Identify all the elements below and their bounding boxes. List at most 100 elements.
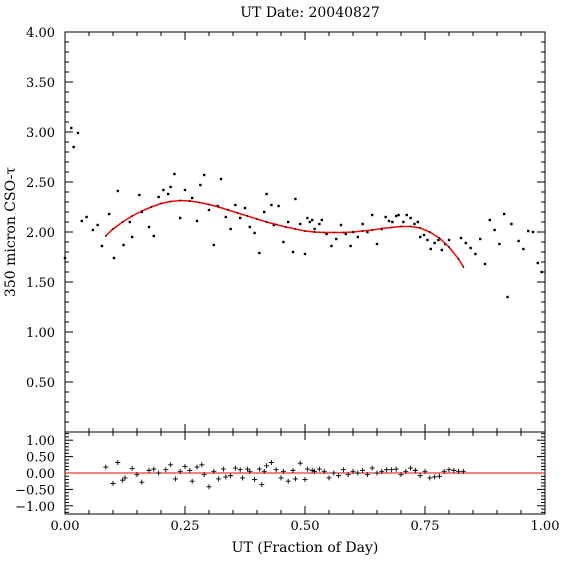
fit-point (438, 237, 441, 239)
data-point (335, 237, 338, 241)
residual-point (194, 464, 200, 470)
data-point (395, 214, 398, 218)
fit-point (352, 231, 354, 233)
residual-point (316, 466, 322, 472)
data-point (100, 244, 104, 248)
residual-point (403, 468, 409, 474)
data-point (437, 238, 440, 242)
residual-point (393, 466, 399, 472)
residual-point (156, 470, 162, 476)
residual-point (223, 474, 229, 480)
fit-point (332, 231, 335, 234)
residual-plot-panel: 0.00 0.25 0.50 0.75 1.001.000.500.00−0.50−1.… (15, 32, 559, 534)
data-point (527, 229, 530, 233)
data-point (330, 244, 333, 248)
residual-point (237, 467, 243, 473)
data-point (80, 219, 83, 223)
data-point (152, 234, 155, 238)
residual-point (177, 468, 183, 474)
fit-point (217, 206, 220, 208)
residual-point (120, 477, 126, 483)
data-point (224, 215, 227, 219)
data-point (405, 213, 408, 217)
residual-point (232, 465, 238, 471)
residual-point (216, 476, 222, 482)
fit-point (236, 212, 239, 214)
data-point (140, 210, 143, 214)
y-tick-label: 0.50 (26, 376, 55, 391)
residual-y-tick-label: 0.50 (26, 451, 55, 466)
data-point (325, 232, 328, 236)
data-point (416, 220, 419, 224)
y-tick-label: 1.50 (26, 276, 55, 291)
residual-point (460, 468, 466, 474)
data-point (397, 213, 400, 217)
data-point (299, 222, 302, 226)
data-point (107, 212, 111, 216)
residual-point (252, 477, 258, 483)
residual-point (345, 472, 351, 478)
residual-point (103, 464, 109, 470)
data-point (318, 222, 321, 226)
fit-point (323, 231, 326, 234)
residual-point (297, 460, 303, 466)
residual-point (417, 473, 423, 479)
residual-point (146, 467, 152, 473)
residual-point (379, 468, 385, 474)
residual-point (412, 467, 418, 473)
data-point (291, 250, 295, 254)
residual-point (290, 467, 296, 473)
x-axis-title: UT (Fraction of Day) (232, 540, 379, 556)
data-point (128, 220, 131, 224)
fit-point (169, 200, 172, 203)
data-point (339, 223, 343, 227)
fit-point (121, 221, 124, 223)
data-point (122, 243, 125, 247)
data-point (320, 218, 323, 222)
residual-point (115, 460, 121, 466)
residual-point (360, 467, 366, 473)
fit-point (294, 228, 297, 230)
data-point (91, 228, 95, 232)
data-point (522, 247, 525, 251)
fit-point (179, 199, 182, 202)
data-point (488, 218, 491, 222)
data-point (356, 235, 359, 239)
residual-point (172, 476, 178, 482)
residual-point (309, 467, 315, 473)
data-point (212, 243, 215, 247)
data-point (344, 232, 347, 236)
residual-y-tick-label: 0.00 (26, 467, 55, 482)
fit-point (246, 215, 249, 217)
fit-point (284, 226, 287, 228)
data-point (270, 203, 273, 207)
data-point (191, 196, 194, 200)
data-point (384, 215, 387, 219)
residual-point (304, 466, 310, 472)
data-point (483, 262, 487, 266)
y-tick-label: 4.00 (26, 26, 55, 41)
fit-point (140, 210, 143, 212)
data-point (138, 193, 141, 197)
residual-point (441, 468, 447, 474)
data-point (169, 185, 172, 189)
residual-point (350, 468, 356, 474)
residual-point (398, 472, 404, 478)
data-point (429, 247, 432, 251)
residual-point (261, 468, 267, 474)
y-tick-label: 2.00 (26, 226, 55, 241)
residual-point (432, 474, 438, 480)
residual-point (427, 475, 433, 481)
residual-y-tick-label: −0.50 (15, 483, 55, 498)
residual-point (129, 465, 135, 471)
residual-point (240, 475, 246, 481)
data-point (506, 295, 509, 299)
residual-point (302, 477, 308, 483)
data-point (253, 231, 256, 235)
residual-point (340, 467, 346, 473)
data-point (96, 223, 99, 227)
fit-point (256, 218, 258, 220)
data-point (311, 218, 314, 222)
residual-point (139, 479, 145, 485)
residual-point (280, 468, 286, 474)
